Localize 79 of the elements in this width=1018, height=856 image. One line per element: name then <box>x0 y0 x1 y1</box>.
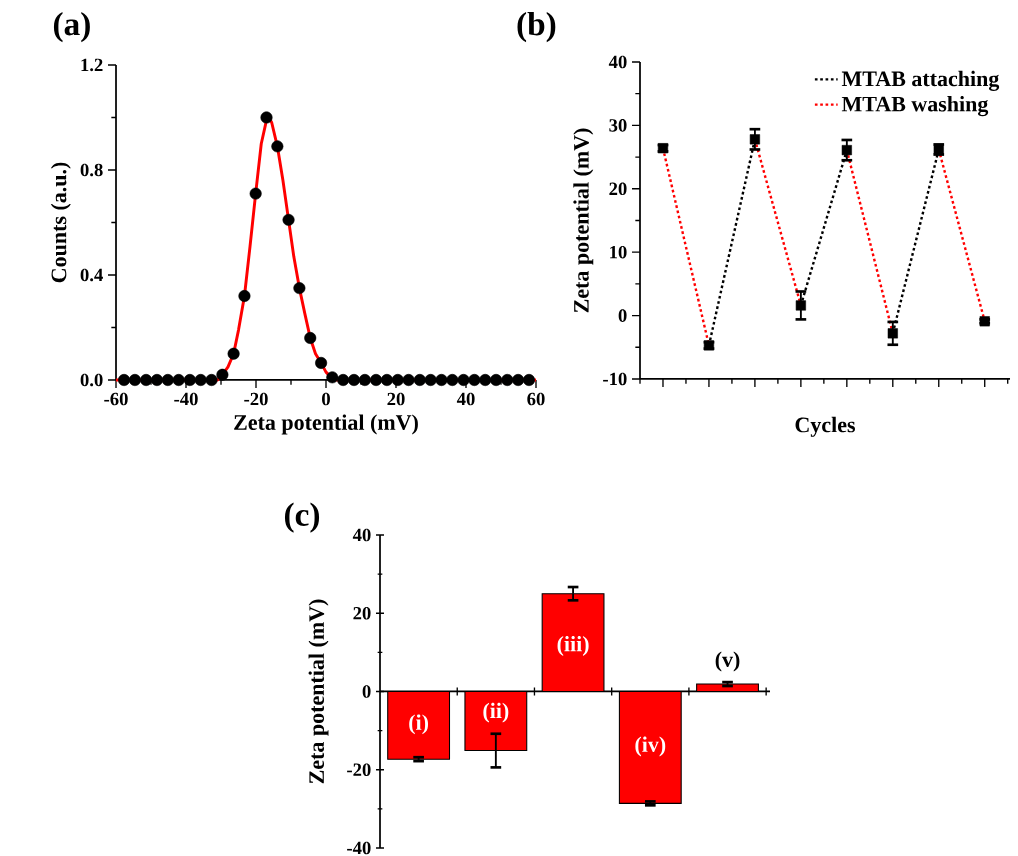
y-tick-label: 0.8 <box>80 163 103 177</box>
point <box>887 328 898 339</box>
x-tick-label: 0 <box>322 392 330 406</box>
x-tick-label: (i) <box>409 714 429 735</box>
point <box>260 111 273 124</box>
point <box>523 373 535 386</box>
point <box>194 373 207 386</box>
point <box>161 373 174 386</box>
point <box>128 373 141 386</box>
point <box>512 373 525 386</box>
point <box>501 373 514 386</box>
point <box>841 145 852 156</box>
point <box>150 373 163 386</box>
point <box>249 187 262 200</box>
point <box>205 373 218 386</box>
point <box>140 373 153 386</box>
x-tick-label: -40 <box>174 392 198 406</box>
x-tick-label: (iv) <box>635 736 666 757</box>
point <box>413 373 426 386</box>
point <box>370 373 383 386</box>
point <box>391 373 404 386</box>
x-tick-label: 20 <box>387 392 405 406</box>
y-tick-label: 10 <box>610 245 627 259</box>
x-tick-label: (ii) <box>483 702 509 723</box>
y-axis-title: Counts (a.u.) <box>50 162 71 283</box>
point <box>326 371 339 384</box>
chart-title: (b) <box>517 11 556 43</box>
point <box>172 373 185 386</box>
chart-title: (a) <box>53 11 90 43</box>
x-tick-label: -20 <box>244 392 268 406</box>
y-tick-label: -20 <box>347 763 371 777</box>
point <box>435 373 448 386</box>
y-tick-label: -10 <box>603 372 627 386</box>
point <box>446 373 459 386</box>
x-tick-label: 60 <box>527 392 545 406</box>
y-tick-label: 20 <box>609 182 627 196</box>
point <box>216 368 229 381</box>
legend-label: MTAB attaching <box>841 70 1000 91</box>
point <box>348 373 361 386</box>
y-axis-title: Zeta potential (mV) <box>573 128 594 313</box>
point <box>479 373 492 386</box>
point <box>304 331 317 344</box>
chart-title: (c) <box>284 502 320 533</box>
x-tick-label: (iii) <box>557 635 589 656</box>
point <box>183 373 196 386</box>
point <box>490 373 503 386</box>
point <box>238 289 251 302</box>
y-tick-label: 0.0 <box>80 373 103 387</box>
point <box>315 356 328 369</box>
point <box>282 213 295 226</box>
x-tick-label: 40 <box>456 392 475 406</box>
point <box>402 373 415 386</box>
y-tick-label: -40 <box>347 841 371 855</box>
y-tick-label: 20 <box>353 606 371 620</box>
point <box>424 373 437 386</box>
point <box>380 373 393 386</box>
point <box>293 282 306 295</box>
x-axis-title: Cycles <box>795 416 856 437</box>
y-tick-label: 0.4 <box>80 268 103 282</box>
point <box>227 347 240 360</box>
y-tick-label: 40 <box>608 55 627 69</box>
point <box>337 373 350 386</box>
y-axis-title: Zeta potential (mV) <box>308 599 329 784</box>
point <box>749 134 760 145</box>
y-tick-label: 0 <box>362 685 371 698</box>
x-tick-label: -60 <box>104 392 128 406</box>
point <box>468 373 481 386</box>
y-tick-label: 30 <box>609 119 627 132</box>
point <box>118 373 131 386</box>
point <box>271 140 284 153</box>
legend-label: MTAB washing <box>841 96 989 117</box>
x-axis-title: Zeta potential (mV) <box>234 414 418 435</box>
y-tick-label: 1.2 <box>81 58 103 72</box>
point <box>457 373 470 386</box>
y-tick-label: 40 <box>352 528 371 542</box>
x-tick-label: (v) <box>715 651 740 672</box>
point <box>795 300 806 311</box>
point <box>358 373 371 386</box>
y-tick-label: 0 <box>618 309 627 322</box>
